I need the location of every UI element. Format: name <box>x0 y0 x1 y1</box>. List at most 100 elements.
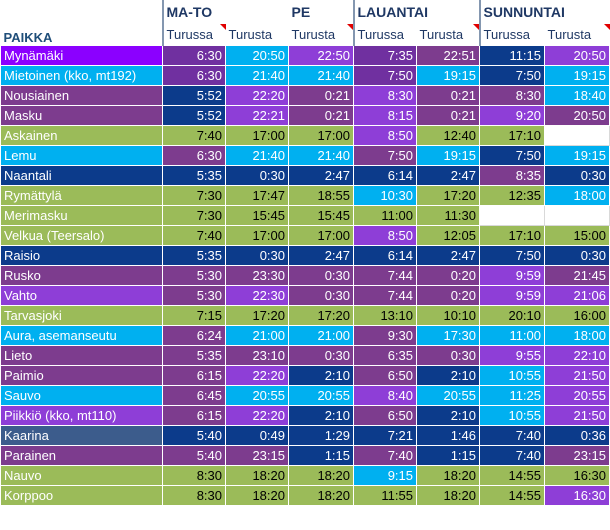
place-name: Nauvo <box>0 464 163 486</box>
time-cell: 18:40 <box>544 84 610 106</box>
time-cell: 16:30 <box>544 484 610 506</box>
time-cell: 21:50 <box>544 404 610 426</box>
time-cell: 5:35 <box>162 344 226 366</box>
time-cell: 0:36 <box>544 424 610 446</box>
time-cell: 17:20 <box>415 184 481 206</box>
time-cell: 8:50 <box>353 124 417 146</box>
time-cell: 6:50 <box>353 364 417 386</box>
time-cell: 23:10 <box>225 344 289 366</box>
time-cell: 8:15 <box>353 104 417 126</box>
time-cell: 21:40 <box>288 144 354 166</box>
place-name: Askainen <box>0 124 163 146</box>
time-cell: 8:50 <box>353 224 417 246</box>
time-cell: 8:30 <box>162 484 226 506</box>
time-cell: 21:00 <box>225 324 289 346</box>
subheader-turussa: Turussa <box>478 24 545 45</box>
time-cell: 2:10 <box>415 364 481 386</box>
time-cell: 22:10 <box>544 344 610 366</box>
time-cell: 13:10 <box>353 304 417 326</box>
time-cell: 18:20 <box>415 464 481 486</box>
time-cell <box>479 204 546 226</box>
time-cell: 5:30 <box>162 264 226 286</box>
time-cell: 23:15 <box>544 444 610 466</box>
time-cell: 6:24 <box>162 324 226 346</box>
table-row: Raisio 5:35 0:30 2:47 6:14 2:47 7:50 0:30 <box>0 244 610 266</box>
time-cell: 1:15 <box>288 444 354 466</box>
time-cell: 20:55 <box>415 384 481 406</box>
table-row: Sauvo 6:45 20:55 20:55 8:40 20:55 11:25 20:55 <box>0 384 610 406</box>
time-cell: 20:10 <box>479 304 546 326</box>
time-cell: 17:30 <box>415 324 481 346</box>
time-cell: 2:10 <box>415 404 481 426</box>
time-cell: 11:15 <box>479 44 546 66</box>
time-cell: 5:35 <box>162 164 226 186</box>
group-header-sunnuntai: SUNNUNTAI <box>478 0 610 24</box>
subheader-turusta: Turusta <box>225 24 289 45</box>
table-row: Paimio 6:15 22:20 2:10 6:50 2:10 10:55 21:50 <box>0 364 610 386</box>
place-name: Velkua (Teersalo) <box>0 224 163 246</box>
place-name: Korppoo <box>0 484 163 506</box>
time-cell: 14:55 <box>479 484 546 506</box>
time-cell: 8:30 <box>162 464 226 486</box>
table-row: Tarvasjoki 7:15 17:20 17:20 13:10 10:10 20:10 1… <box>0 304 610 326</box>
paikka-header: PAIKKA <box>0 24 163 45</box>
place-name: Kaarina <box>0 424 163 446</box>
group-header-pe: PE <box>288 0 354 24</box>
time-cell: 6:35 <box>353 344 417 366</box>
time-cell: 15:45 <box>225 204 289 226</box>
time-cell: 7:21 <box>353 424 417 446</box>
schedule-table: MA-TO PE LAUANTAI SUNNUNTAI PAIKKA Turus… <box>0 0 610 506</box>
time-cell: 0:21 <box>288 84 354 106</box>
place-name: Parainen <box>0 444 163 466</box>
time-cell: 18:20 <box>288 464 354 486</box>
table-row: Rusko 5:30 23:30 0:30 7:44 0:20 9:59 21:45 <box>0 264 610 286</box>
time-cell: 8:35 <box>479 164 546 186</box>
table-row: Nousiainen 5:52 22:20 0:21 8:30 0:21 8:30 18:40 <box>0 84 610 106</box>
time-cell: 9:30 <box>353 324 417 346</box>
time-cell: 8:30 <box>479 84 546 106</box>
time-cell: 6:15 <box>162 364 226 386</box>
place-name: Tarvasjoki <box>0 304 163 326</box>
place-name: Merimasku <box>0 204 163 226</box>
table-row: Velkua (Teersalo) 7:40 17:00 17:00 8:50 12:05… <box>0 224 610 246</box>
table-row: Askainen 7:40 17:00 17:00 8:50 12:40 17:10 <box>0 124 610 146</box>
time-cell: 1:46 <box>415 424 481 446</box>
place-name: Paimio <box>0 364 163 386</box>
table-row: Vahto 5:30 22:30 0:30 7:44 0:20 9:59 21:06 <box>0 284 610 306</box>
place-name: Raisio <box>0 244 163 266</box>
group-header-ma-to: MA-TO <box>161 0 289 24</box>
time-cell: 6:14 <box>353 164 417 186</box>
time-cell: 18:00 <box>544 184 610 206</box>
time-cell: 18:55 <box>288 184 354 206</box>
time-cell: 0:20 <box>415 284 481 306</box>
time-cell: 5:35 <box>162 244 226 266</box>
time-cell: 22:20 <box>225 404 289 426</box>
time-cell: 0:21 <box>415 104 481 126</box>
time-cell: 10:55 <box>479 404 546 426</box>
subheader-turussa: Turussa <box>161 24 226 45</box>
time-cell: 7:40 <box>353 444 417 466</box>
time-cell: 21:40 <box>225 144 289 166</box>
table-row: Nauvo 8:30 18:20 18:20 9:15 18:20 14:55 16:30 <box>0 464 610 486</box>
time-cell: 7:30 <box>162 204 226 226</box>
time-cell: 6:45 <box>162 384 226 406</box>
time-cell: 7:30 <box>162 184 226 206</box>
time-cell: 17:10 <box>479 124 546 146</box>
time-cell: 0:21 <box>288 104 354 126</box>
time-cell: 19:15 <box>415 64 481 86</box>
time-cell: 10:55 <box>479 364 546 386</box>
time-cell: 6:30 <box>162 144 226 166</box>
time-cell: 2:47 <box>415 164 481 186</box>
table-row: Mietoinen (kko, mt192) 6:30 21:40 21:40 7:50… <box>0 64 610 86</box>
time-cell: 21:40 <box>225 64 289 86</box>
time-cell: 8:40 <box>353 384 417 406</box>
time-cell: 17:47 <box>225 184 289 206</box>
table-row: Rymättylä 7:30 17:47 18:55 10:30 17:20 12:35 18… <box>0 184 610 206</box>
time-cell: 10:30 <box>353 184 417 206</box>
subheader-turusta: Turusta <box>544 24 610 45</box>
time-cell <box>544 204 610 226</box>
subheader-turusta: Turusta <box>288 24 354 45</box>
time-cell: 16:30 <box>544 464 610 486</box>
time-cell: 2:47 <box>288 164 354 186</box>
time-cell: 9:20 <box>479 104 546 126</box>
